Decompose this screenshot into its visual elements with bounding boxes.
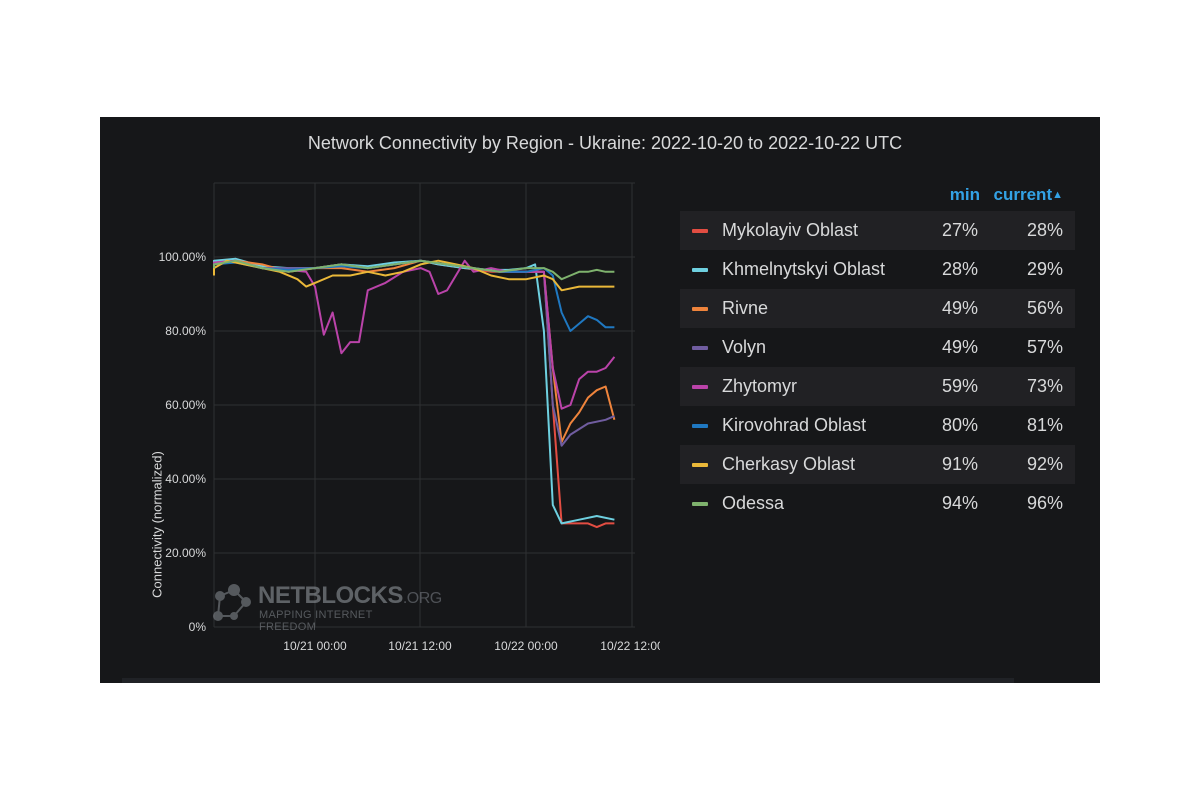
legend-swatch: [692, 307, 708, 311]
legend-row[interactable]: Kirovohrad Oblast 80% 81%: [680, 406, 1075, 445]
legend-row[interactable]: Odessa 94% 96%: [680, 484, 1075, 523]
legend-swatch: [692, 229, 708, 233]
y-tick-label: 0%: [189, 620, 207, 634]
y-tick-label: 20.00%: [165, 546, 206, 560]
legend-current-value: 57%: [1026, 337, 1063, 357]
grid-lines: [213, 182, 635, 628]
panel-bottom-bar: [122, 678, 1014, 683]
watermark-brand: NETBLOCKS.ORG: [258, 582, 442, 609]
legend-row[interactable]: Cherkasy Oblast 91% 92%: [680, 445, 1075, 484]
chart-title: Network Connectivity by Region - Ukraine…: [307, 133, 903, 153]
chart-panel: Network Connectivity by Region - Ukraine…: [100, 117, 1100, 683]
x-tick-label: 10/21 12:00: [388, 639, 452, 653]
y-tick-label: 60.00%: [165, 398, 206, 412]
legend-min-value: 59%: [941, 376, 978, 396]
legend-swatch: [692, 463, 708, 467]
legend-series-name: Kirovohrad Oblast: [722, 415, 867, 435]
legend-row[interactable]: Zhytomyr 59% 73%: [680, 367, 1075, 406]
legend-series-name: Zhytomyr: [722, 376, 798, 396]
legend-series-name: Cherkasy Oblast: [722, 454, 856, 474]
legend-min-value: 94%: [941, 493, 978, 513]
x-axis-ticks: 10/21 00:00 10/21 12:00 10/22 00:00 10/22 1…: [283, 639, 660, 653]
legend-current-value: 29%: [1026, 259, 1063, 279]
y-tick-label: 80.00%: [165, 324, 206, 338]
legend-series-name: Volyn: [722, 337, 767, 357]
legend-row[interactable]: Mykolayiv Oblast 27% 28%: [680, 211, 1075, 250]
legend-min-value: 49%: [941, 337, 978, 357]
legend-swatch: [692, 346, 708, 350]
legend-min-value: 91%: [941, 454, 978, 474]
legend-row[interactable]: Volyn 49% 57%: [680, 328, 1075, 367]
legend-min-value: 27%: [941, 220, 978, 240]
legend-current-value: 56%: [1026, 298, 1063, 318]
netblocks-watermark: NETBLOCKS.ORG MAPPING INTERNET FREEDOM: [210, 580, 442, 633]
legend-row[interactable]: Khmelnytskyi Oblast 28% 29%: [680, 250, 1075, 289]
series-lines: [213, 257, 616, 529]
legend-current-value: 96%: [1026, 493, 1063, 513]
legend-series-name: Odessa: [722, 493, 785, 513]
legend-series-name: Mykolayiv Oblast: [722, 220, 859, 240]
legend-row[interactable]: Rivne 49% 56%: [680, 289, 1075, 328]
series-line: [213, 259, 616, 410]
x-tick-label: 10/21 00:00: [283, 639, 347, 653]
legend-swatch: [692, 424, 708, 428]
legend-current-header[interactable]: current▲: [993, 185, 1063, 204]
legend-current-value: 73%: [1026, 376, 1063, 396]
series-line: [213, 257, 615, 525]
series-line: [213, 259, 615, 281]
legend-current-value: 28%: [1026, 220, 1063, 240]
x-tick-label: 10/22 12:00: [600, 639, 660, 653]
legend-current-value: 92%: [1026, 454, 1063, 474]
x-tick-label: 10/22 00:00: [494, 639, 558, 653]
y-axis-label: Connectivity (normalized): [149, 451, 165, 598]
legend-series-name: Rivne: [722, 298, 769, 318]
watermark-tagline: MAPPING INTERNET FREEDOM: [259, 609, 373, 633]
legend-current-value: 81%: [1026, 415, 1063, 435]
legend-series-name: Khmelnytskyi Oblast: [722, 259, 886, 279]
legend-swatch: [692, 268, 708, 272]
series-line: [213, 259, 615, 529]
netblocks-logo-icon: [213, 584, 251, 621]
sort-up-icon: ▲: [1052, 189, 1063, 201]
legend-min-value: 49%: [941, 298, 978, 318]
legend-min-value: 28%: [941, 259, 978, 279]
legend-min-value: 80%: [941, 415, 978, 435]
legend-swatch: [692, 385, 708, 389]
legend-table: min current▲ Mykolayiv Oblast 27% 28% Khmel…: [680, 181, 1075, 523]
line-chart-plot: 0% 20.00% 40.00% 60.00% 80.00% 100.00% 10/21 …: [159, 182, 660, 653]
legend-min-header[interactable]: min: [949, 185, 980, 204]
y-axis-ticks: 0% 20.00% 40.00% 60.00% 80.00% 100.00%: [159, 250, 207, 634]
legend-header: min current▲: [680, 181, 1075, 211]
legend-swatch: [692, 502, 708, 506]
y-tick-label: 100.00%: [159, 250, 207, 264]
y-tick-label: 40.00%: [165, 472, 206, 486]
